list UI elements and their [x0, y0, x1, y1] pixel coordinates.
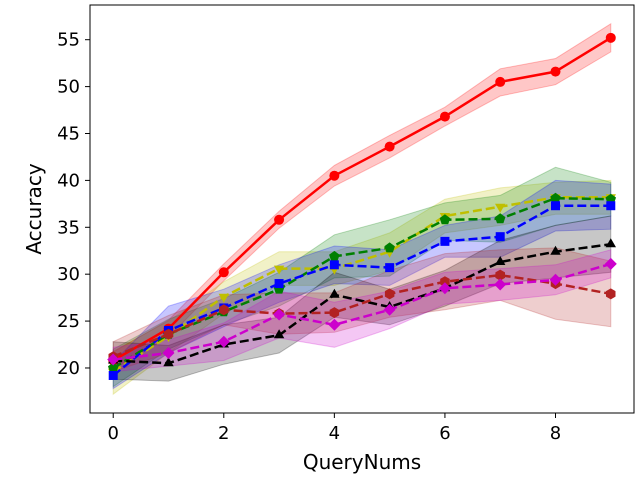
series-lines — [112, 36, 612, 377]
series-1-point — [218, 293, 229, 303]
series-1-point — [495, 203, 506, 213]
y-tick-label: 35 — [57, 217, 80, 238]
series-3-point — [108, 370, 118, 380]
series-4-point — [495, 256, 506, 265]
series-0-point — [218, 267, 229, 278]
x-axis-label: QueryNums — [303, 450, 421, 474]
series-0-line — [112, 36, 612, 362]
series-6-point — [217, 335, 230, 348]
series-6-point — [273, 308, 286, 321]
series-6-point — [438, 282, 451, 295]
plot-frame — [89, 4, 635, 414]
series-2-line — [112, 196, 611, 370]
confidence-bands — [112, 22, 612, 396]
series-3-point — [274, 279, 284, 289]
series-3-band — [112, 179, 612, 390]
x-tick-label: 4 — [329, 423, 340, 444]
series-6-point — [107, 353, 120, 366]
series-2-point — [384, 242, 395, 253]
series-2-point — [329, 250, 340, 261]
x-axis-ticks: 0 2 4 6 8 — [107, 413, 561, 444]
y-axis-label: Accuracy — [22, 163, 46, 254]
x-tick-label: 0 — [107, 423, 118, 444]
series-0-point — [495, 76, 506, 87]
series-6-point — [328, 318, 341, 331]
series-4-point — [550, 245, 561, 255]
series-5-point — [606, 288, 616, 300]
series-3-point — [329, 260, 339, 270]
series-0-point — [329, 170, 340, 181]
series-3-line — [112, 204, 611, 377]
series-2-point — [605, 193, 616, 204]
series-2-point — [439, 214, 451, 225]
series-3-point — [495, 232, 505, 242]
series-5-band — [112, 247, 612, 373]
series-4-point — [273, 329, 285, 339]
series-6-point — [383, 303, 396, 316]
series-4-band — [112, 215, 612, 382]
series-4-point — [329, 288, 340, 298]
x-tick-label: 2 — [218, 423, 229, 444]
series-3-point — [606, 201, 616, 211]
series-3-point — [385, 263, 395, 273]
series-6-band — [112, 249, 612, 373]
series-1-point — [273, 265, 285, 275]
series-5-point — [163, 328, 174, 340]
series-5-line — [112, 273, 612, 358]
series-0-point — [605, 32, 616, 43]
series-markers — [107, 32, 617, 380]
series-6-point — [549, 273, 562, 286]
series-0-point — [384, 141, 395, 152]
x-tick-label: 6 — [439, 423, 450, 444]
series-0-point — [550, 66, 561, 77]
series-6-point — [604, 257, 617, 270]
y-tick-label: 55 — [57, 30, 80, 51]
series-6-point — [494, 278, 507, 291]
series-6-line — [113, 262, 612, 361]
series-4-line — [113, 242, 611, 365]
series-5-point — [219, 304, 229, 316]
y-tick-label: 40 — [57, 170, 80, 191]
series-2-point — [495, 213, 506, 224]
series-5-point — [329, 307, 340, 319]
series-6-point — [162, 347, 175, 359]
y-tick-label: 25 — [57, 311, 80, 332]
series-2-band — [112, 166, 612, 388]
y-tick-label: 45 — [57, 123, 80, 144]
series-3-point — [440, 236, 450, 246]
series-0-point — [439, 111, 450, 122]
series-5-point — [384, 288, 395, 300]
series-0-band — [112, 22, 612, 370]
y-tick-label: 20 — [57, 358, 80, 379]
series-4-point — [605, 238, 616, 248]
y-tick-label: 30 — [57, 264, 80, 285]
x-tick-label: 8 — [550, 423, 561, 444]
series-2-point — [108, 362, 119, 373]
series-4-point — [163, 357, 174, 367]
series-1-line — [112, 196, 611, 373]
series-0-point — [274, 214, 285, 225]
series-3-point — [550, 201, 560, 211]
series-2-point — [550, 192, 561, 203]
series-5-point — [495, 269, 505, 281]
y-axis-ticks: 20 25 30 35 40 45 50 55 — [57, 30, 90, 379]
series-5-point — [440, 276, 450, 288]
y-tick-label: 50 — [57, 77, 80, 98]
